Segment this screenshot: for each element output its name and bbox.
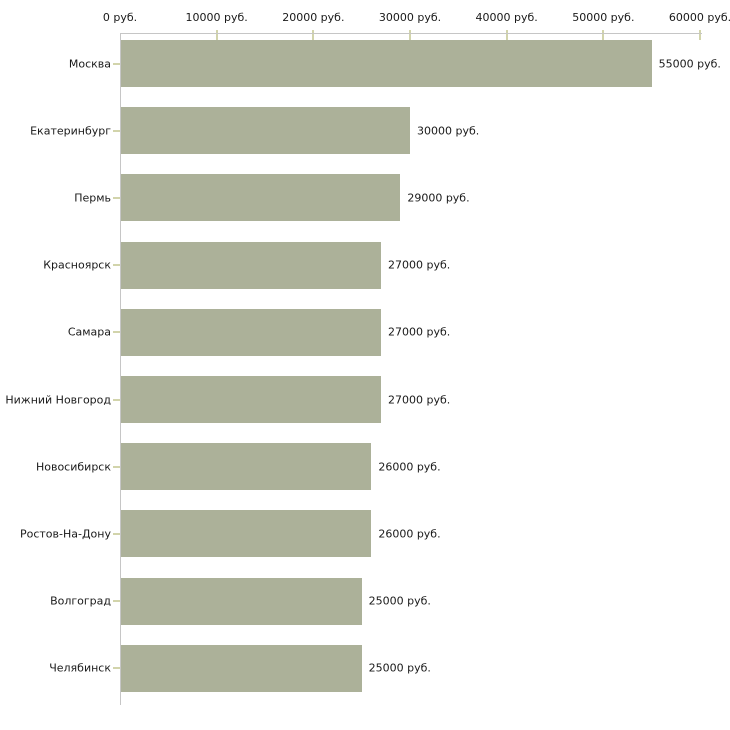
category-label: Новосибирск [35, 460, 111, 474]
value-label: 26000 руб. [378, 460, 441, 474]
value-label: 26000 руб. [378, 527, 441, 541]
y-axis-tick-mark [113, 196, 120, 199]
category-label: Челябинск [49, 661, 111, 675]
bar-самара [121, 308, 381, 356]
x-axis-tick-label: 50000 руб. [572, 11, 635, 24]
bar-красноярск [121, 241, 381, 289]
category-label: Москва [68, 57, 111, 70]
value-label: 30000 руб. [417, 124, 480, 138]
bar-екатеринбург [121, 107, 410, 155]
value-label: 27000 руб. [388, 325, 451, 339]
category-label: Красноярск [43, 258, 111, 272]
value-label: 27000 руб. [388, 258, 451, 272]
bar-волгоград [121, 577, 362, 625]
x-axis-line [120, 33, 702, 34]
value-label: 29000 руб. [407, 191, 470, 205]
category-label: Пермь [74, 191, 111, 205]
y-axis-tick-mark [113, 129, 120, 132]
y-axis-line [120, 33, 121, 705]
bar-новосибирск [121, 443, 372, 491]
x-axis-tick-mark [312, 30, 315, 40]
x-axis-tick-label: 0 руб. [102, 11, 138, 24]
y-axis-tick-mark [113, 465, 120, 468]
bar-ростов-на-дону [121, 510, 372, 558]
y-axis-tick-mark [113, 331, 120, 334]
bar-нижний-новгород [121, 376, 381, 423]
y-axis-tick-mark [113, 532, 120, 535]
bar-челябинск [121, 644, 362, 692]
category-label: Екатеринбург [30, 124, 111, 138]
x-axis-tick-label: 40000 руб. [475, 11, 538, 24]
bar-пермь [121, 174, 401, 222]
value-label: 25000 руб. [368, 594, 431, 608]
bar-москва [121, 40, 652, 87]
y-axis-tick-mark [113, 398, 120, 401]
category-label: Нижний Новгород [5, 393, 111, 406]
x-axis-tick-label: 20000 руб. [282, 11, 345, 24]
value-label: 27000 руб. [388, 393, 451, 406]
x-axis-tick-mark [215, 30, 218, 40]
x-axis-tick-label: 30000 руб. [378, 11, 442, 24]
value-label: 55000 руб. [658, 57, 721, 70]
y-axis-tick-mark [113, 667, 120, 670]
x-axis-tick-mark [699, 30, 701, 40]
y-axis-tick-mark [113, 600, 120, 603]
x-axis-tick-mark [409, 30, 411, 40]
y-axis-tick-mark [113, 62, 120, 65]
x-axis-tick-mark [602, 30, 605, 40]
x-axis-tick-mark [505, 30, 508, 40]
x-axis-tick-label: 60000 руб. [668, 11, 730, 24]
value-label: 25000 руб. [368, 661, 431, 675]
y-axis-tick-mark [113, 264, 120, 267]
category-label: Волгоград [50, 594, 111, 608]
category-label: Ростов-На-Дону [19, 527, 111, 541]
x-axis-tick-label: 10000 руб. [185, 11, 248, 24]
category-label: Самара [67, 325, 111, 339]
